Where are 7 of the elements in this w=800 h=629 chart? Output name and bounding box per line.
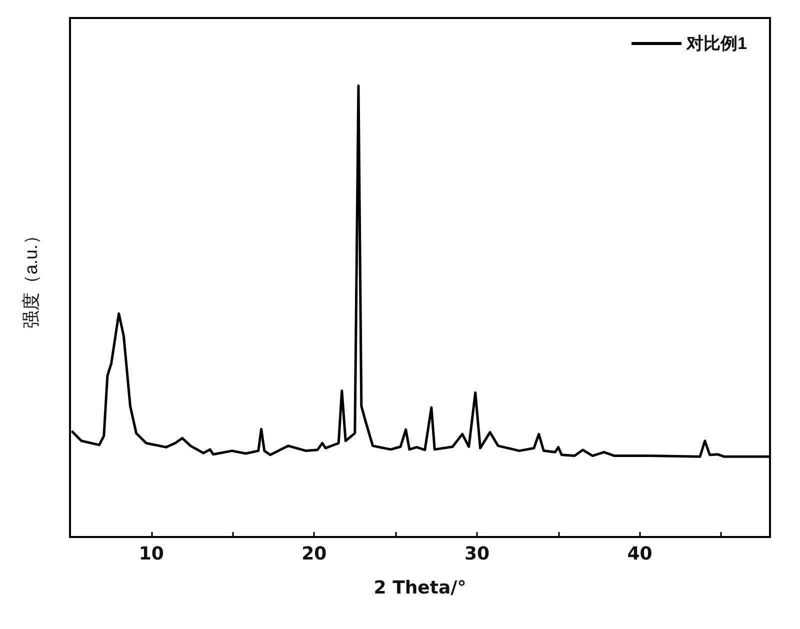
x-tick-label: 20: [302, 544, 327, 564]
x-tick-label: 30: [464, 544, 490, 564]
legend-label: 对比例1: [686, 34, 748, 53]
y-axis-title: 强度（a.u.）: [21, 226, 41, 329]
x-tick-label: 10: [138, 544, 164, 564]
x-tick-label: 40: [627, 544, 652, 564]
x-axis-title: 2 Theta/°: [374, 578, 466, 598]
